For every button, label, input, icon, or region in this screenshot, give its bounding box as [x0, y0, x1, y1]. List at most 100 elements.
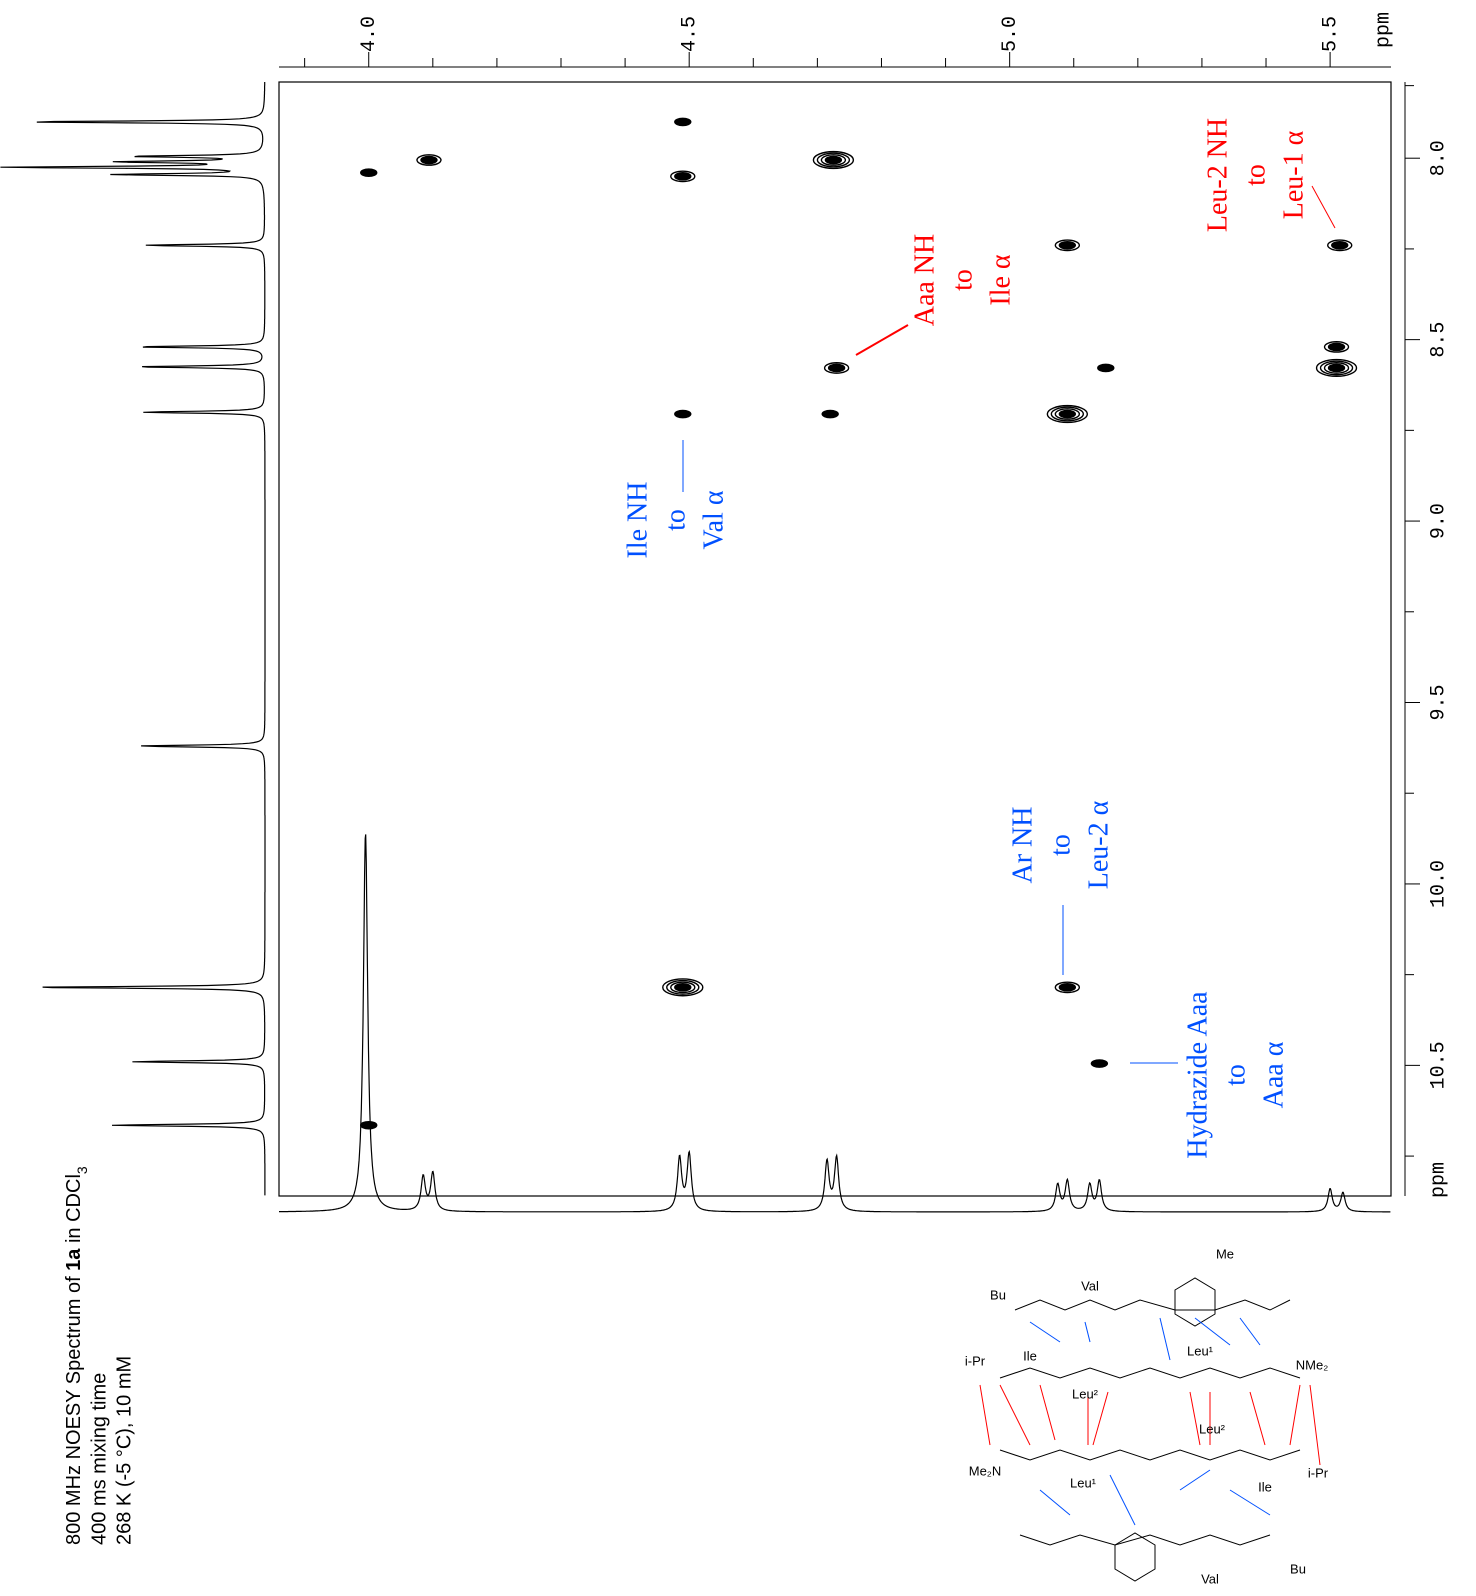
annotation: Aaa NH	[909, 234, 940, 327]
plot-frame	[278, 81, 1392, 1197]
red-arrows	[979, 1384, 1321, 1466]
annotation: to	[947, 269, 978, 291]
cross-peak	[674, 983, 692, 992]
cross-peak	[1327, 342, 1346, 352]
annotation: to	[1045, 834, 1076, 856]
cross-peak	[1090, 1059, 1109, 1068]
cross-peak	[1058, 240, 1077, 250]
structure-label: i-Pr	[1308, 1465, 1329, 1480]
annotation: to	[1240, 164, 1271, 186]
cross-peak	[360, 168, 378, 178]
cross-peak	[1058, 409, 1077, 419]
cross-peak	[674, 409, 692, 419]
caption-part: 800 MHz NOESY Spectrum of	[63, 1271, 85, 1545]
cross-peak	[666, 979, 700, 995]
cross-peak	[420, 155, 438, 165]
cross-peak	[674, 117, 692, 127]
cross-peak	[827, 363, 846, 373]
cross-peak	[670, 170, 696, 183]
annotation: Val α	[698, 490, 729, 549]
structure-label: Leu²	[1199, 1421, 1226, 1436]
cross-peak	[1315, 358, 1358, 378]
cross-peak	[823, 362, 850, 374]
pointer-lines	[682, 185, 1336, 1064]
cross-peak	[674, 172, 692, 181]
cross-peak	[824, 155, 843, 165]
structure-label: Bu	[1290, 1561, 1306, 1576]
annotation: Ile NH	[622, 482, 653, 559]
caption-part: 3	[74, 1166, 90, 1174]
cross-peak	[1331, 240, 1349, 250]
backbone	[999, 1449, 1301, 1461]
pointer	[1311, 185, 1336, 229]
caption: 800 MHz NOESY Spectrum of 1a in CDCl3	[63, 1166, 89, 1545]
x-tick-label: 4.0	[358, 16, 381, 52]
structure-label: Ile	[1023, 1348, 1037, 1363]
structure-label: i-Pr	[965, 1353, 986, 1368]
structure-label: Me₂N	[969, 1463, 1002, 1478]
ring	[1114, 1532, 1156, 1582]
cross-peak	[816, 152, 851, 168]
cross-peak	[416, 154, 442, 166]
bottom-projection	[279, 834, 1391, 1213]
caption-part: 1a	[63, 1248, 85, 1271]
blue-arrows	[1029, 1317, 1271, 1526]
structure-label: Leu¹	[1070, 1475, 1097, 1490]
cross-peak	[1054, 239, 1081, 252]
backbone	[1014, 1299, 1291, 1311]
cross-peak	[1050, 406, 1085, 422]
y-tick-label: 8.5	[1427, 322, 1450, 358]
structure-label: Val	[1081, 1278, 1099, 1293]
annotation: to	[660, 509, 691, 531]
backbone	[1019, 1534, 1271, 1546]
x-tick-label: 4.5	[678, 16, 701, 52]
cross-peak	[1327, 239, 1353, 252]
structure-label: NMe₂	[1296, 1357, 1329, 1372]
cross-peak	[360, 1120, 378, 1130]
ring	[1174, 1277, 1216, 1327]
cross-peak	[1046, 404, 1089, 424]
structure-label: Leu¹	[1187, 1343, 1214, 1358]
cross-peak	[1323, 340, 1350, 353]
cross-peak	[1054, 981, 1081, 994]
cross-peak	[1323, 362, 1350, 374]
annotation: Leu-1 α	[1278, 130, 1309, 219]
backbone	[999, 1367, 1301, 1379]
annotation: Leu-2 NH	[1202, 118, 1233, 232]
y-tick-label: 9.0	[1427, 503, 1450, 539]
y-tick-label: 10.0	[1427, 860, 1450, 908]
cross-peak	[812, 150, 855, 170]
y-tick-label: 9.5	[1427, 684, 1450, 720]
annotation: Aaa α	[1258, 1041, 1289, 1108]
structure-label: Leu²	[1072, 1386, 1099, 1401]
x-tick-label: 5.0	[999, 16, 1022, 52]
cross-peak	[1054, 408, 1081, 420]
structure-label: Bu	[990, 1287, 1006, 1302]
x-unit: ppm	[1372, 12, 1395, 48]
annotation: to	[1220, 1064, 1251, 1086]
y-unit: ppm	[1427, 1162, 1450, 1198]
y-tick-label: 10.5	[1427, 1041, 1450, 1089]
y-tick-label: 8.0	[1427, 140, 1450, 176]
annotation: Leu-2 α	[1083, 800, 1114, 889]
caption-line: 268 K (-5 °C), 10 mM	[113, 1356, 135, 1545]
cross-peak	[1319, 360, 1354, 376]
pointer	[855, 324, 909, 356]
structure	[979, 1277, 1321, 1582]
caption-line: 400 ms mixing time	[88, 1373, 110, 1545]
structure-label: Val	[1201, 1571, 1219, 1586]
structure-label: Me	[1216, 1246, 1234, 1261]
annotation: Hydrazide Aaa	[1182, 991, 1213, 1159]
annotation: Ile α	[985, 254, 1016, 306]
annotation: Ar NH	[1007, 807, 1038, 884]
left-projection	[0, 82, 266, 1196]
caption-part: in CDCl	[63, 1174, 85, 1248]
cross-peak	[1058, 983, 1077, 992]
cross-peak	[821, 409, 839, 419]
x-tick-label: 5.5	[1319, 16, 1342, 52]
cross-peak	[1327, 363, 1346, 373]
cross-peak	[662, 978, 704, 997]
cross-peak	[820, 154, 847, 166]
